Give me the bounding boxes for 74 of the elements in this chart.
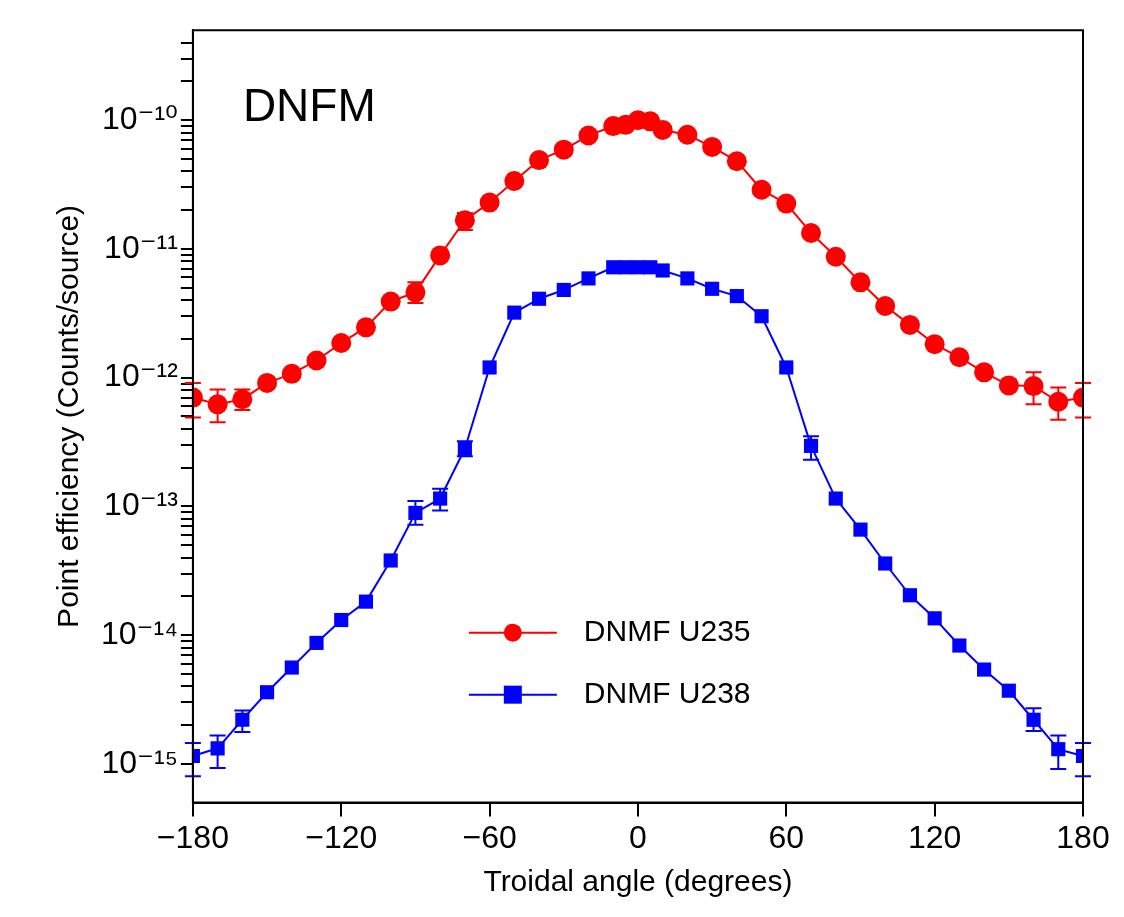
point [581,271,596,286]
point [606,260,621,275]
point [949,347,970,368]
point [652,119,673,140]
point [726,151,747,172]
point [383,553,398,568]
point [977,662,992,677]
point [284,660,299,675]
point [331,332,352,353]
y-tick-label: 10⁻¹¹ [104,228,178,265]
point [751,179,772,200]
x-tick-label: 0 [629,818,647,855]
point [776,193,797,214]
point [705,281,720,296]
y-tick-label: 10⁻¹⁰ [101,100,178,137]
point [257,372,278,393]
point [529,150,550,171]
point [853,522,868,537]
x-axis-title: Troidal angle (degrees) [483,864,793,898]
y-tick-label: 10⁻¹⁴ [101,614,178,651]
y-tick-label: 10⁻¹² [104,357,179,394]
point [974,362,995,383]
x-tick-label: −120 [305,818,378,855]
point [281,363,302,384]
point [260,685,275,700]
point [655,263,670,278]
y-axis-title: Point efficiency (Counts/source) [51,204,85,628]
point [729,289,744,304]
point [531,291,547,306]
point [952,638,967,653]
point [358,594,374,609]
x-tick-label: 120 [907,818,962,855]
point [553,139,574,160]
point [850,272,871,293]
point [482,360,497,375]
point [902,588,917,603]
point [828,491,843,506]
point [899,314,920,335]
point [801,222,822,243]
point [334,612,349,628]
point [430,245,451,266]
point [927,611,942,626]
x-tick-label: −180 [156,818,229,855]
x-tick-label: 60 [768,818,805,855]
y-tick-label: 10⁻¹⁵ [101,743,178,780]
legend-label: DNMF U238 [583,675,751,709]
x-tick-label: −60 [462,818,517,855]
point [998,375,1019,396]
legend-label: DNMF U235 [583,613,751,647]
point [677,124,698,145]
point [1026,712,1041,727]
point [875,296,896,317]
point [380,291,401,312]
point [479,192,500,213]
point [825,246,846,267]
point [702,136,723,157]
point [306,350,327,371]
point [309,635,324,650]
point [1001,683,1016,698]
point [355,317,376,338]
point [578,125,599,146]
point [643,260,658,275]
point [878,556,893,571]
point [680,271,695,286]
text: DNFM [242,78,376,131]
point [924,334,945,355]
point [433,491,448,506]
point [754,309,769,324]
point [556,282,571,298]
point [507,305,522,320]
point [504,170,525,191]
point [779,360,794,375]
y-tick-label: 10⁻¹³ [104,486,179,523]
x-tick-label: 180 [1056,818,1110,855]
